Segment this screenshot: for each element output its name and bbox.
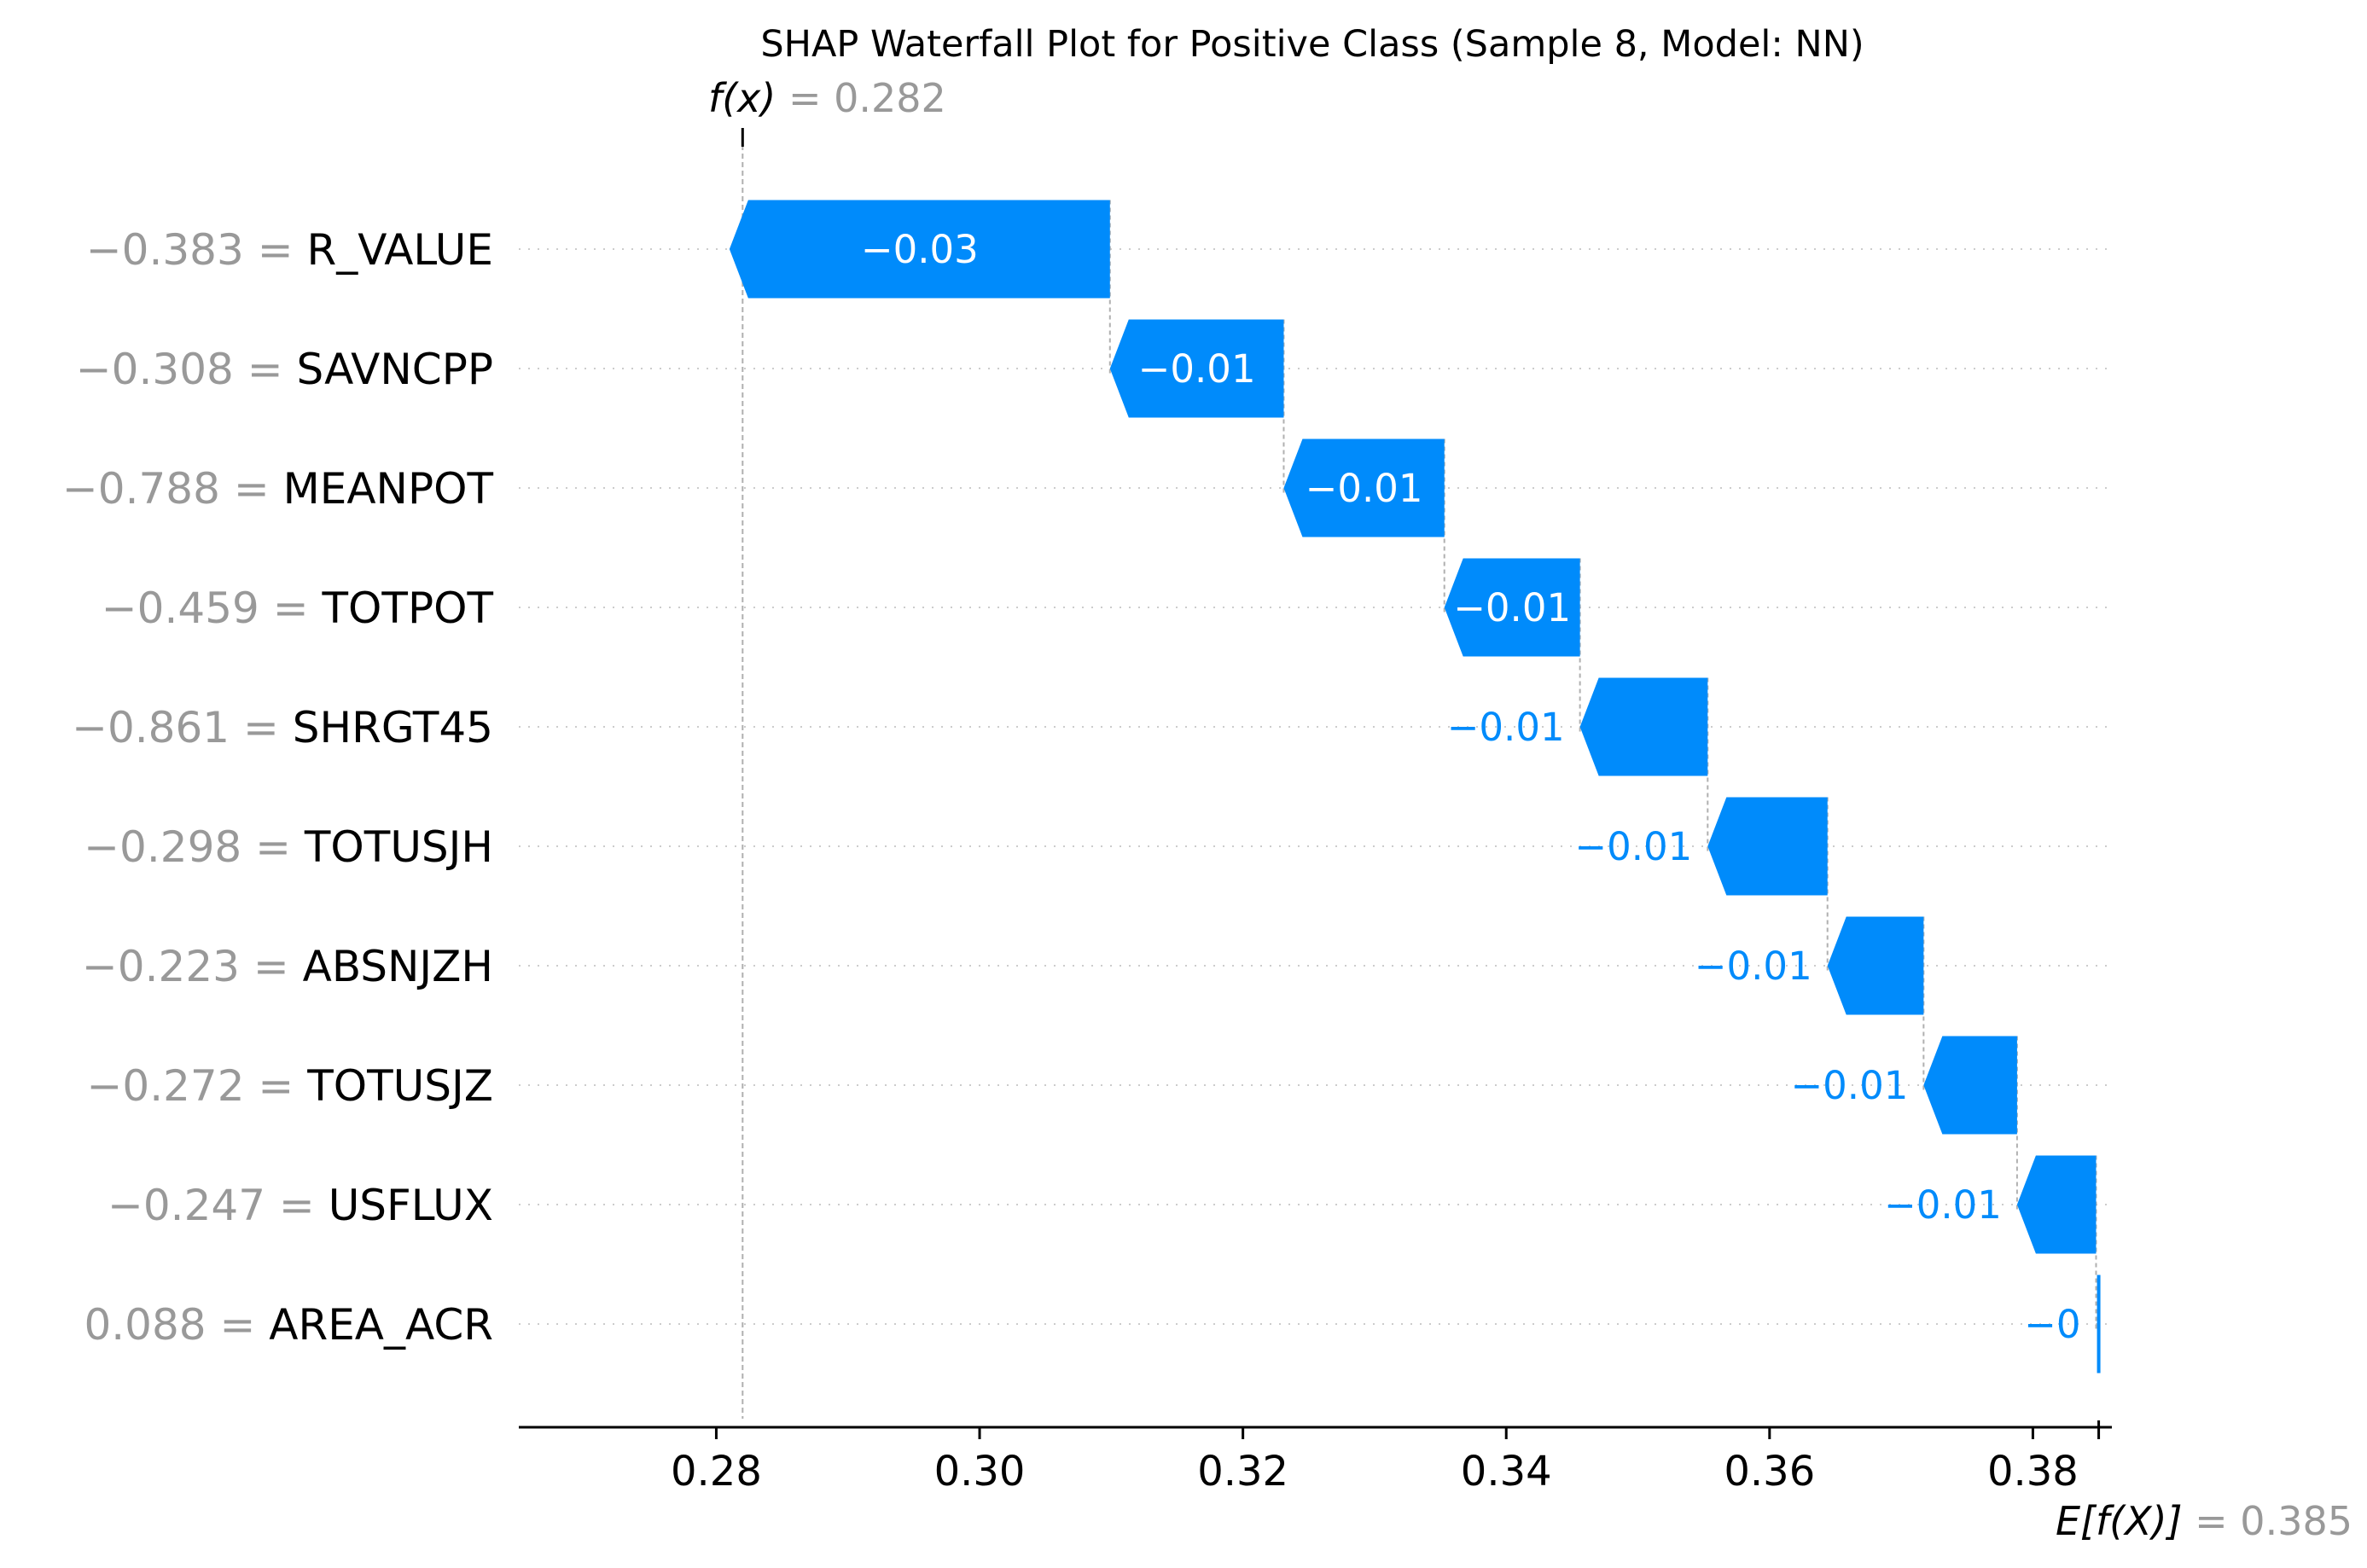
feature-name: SAVNCPP bbox=[297, 345, 494, 394]
feature-value: −0.223 = bbox=[82, 942, 303, 991]
feature-name: R_VALUE bbox=[306, 225, 493, 275]
waterfall-bar bbox=[2016, 1155, 2097, 1254]
waterfall-bars bbox=[729, 200, 2101, 1373]
waterfall-bar bbox=[729, 200, 1110, 299]
feature-name: SHRGT45 bbox=[293, 703, 493, 752]
feature-name: ABSNJZH bbox=[303, 942, 493, 991]
shap-value-label: −0 bbox=[2024, 1302, 2080, 1347]
feature-value: −0.298 = bbox=[84, 822, 305, 872]
base-value-symbol: E[f(X)] bbox=[2056, 1498, 2195, 1544]
shap-value-label: −0.01 bbox=[1138, 346, 1256, 392]
x-tick-label: 0.28 bbox=[671, 1448, 762, 1495]
feature-value: −0.788 = bbox=[62, 464, 283, 514]
value-annotations: f(x) = 0.282 E[f(X)] = 0.385 bbox=[708, 75, 2352, 1544]
base-value-annotation: E[f(X)] = 0.385 bbox=[2056, 1498, 2352, 1544]
x-tick-label: 0.38 bbox=[1987, 1448, 2079, 1495]
feature-label: −0.298 = TOTUSJH bbox=[84, 822, 493, 872]
x-tick-label: 0.30 bbox=[934, 1448, 1026, 1495]
feature-label: −0.272 = TOTUSJZ bbox=[87, 1061, 494, 1111]
shap-value-label: −0.01 bbox=[1453, 585, 1571, 630]
waterfall-bar bbox=[1109, 319, 1284, 418]
feature-label: −0.788 = MEANPOT bbox=[62, 464, 494, 514]
base-value: = 0.385 bbox=[2195, 1498, 2352, 1544]
feature-value: −0.308 = bbox=[76, 345, 297, 394]
feature-name: MEANPOT bbox=[283, 464, 494, 514]
feature-label: −0.308 = SAVNCPP bbox=[76, 345, 493, 394]
feature-label: 0.088 = AREA_ACR bbox=[84, 1300, 493, 1350]
waterfall-bar bbox=[1923, 1036, 2017, 1135]
feature-label: −0.383 = R_VALUE bbox=[86, 225, 493, 275]
shap-value-label: −0.01 bbox=[1306, 466, 1423, 511]
feature-name: TOTUSJZ bbox=[306, 1061, 493, 1111]
feature-name: USFLUX bbox=[329, 1181, 493, 1230]
feature-value: −0.861 = bbox=[72, 703, 293, 752]
fx-symbol: f(x) bbox=[708, 75, 788, 121]
waterfall-bar bbox=[1444, 558, 1580, 657]
feature-value: 0.088 = bbox=[84, 1300, 269, 1350]
feature-name: AREA_ACR bbox=[269, 1300, 493, 1350]
x-tick-label: 0.32 bbox=[1197, 1448, 1288, 1495]
feature-labels: −0.03 −0.383 = R_VALUE −0.01 −0.308 = SAVNC… bbox=[62, 225, 2081, 1350]
shap-value-label: −0.01 bbox=[1790, 1063, 1908, 1108]
feature-label: −0.247 = USFLUX bbox=[108, 1181, 493, 1230]
shap-value-label: −0.01 bbox=[1447, 705, 1565, 750]
waterfall-bar bbox=[1707, 797, 1828, 896]
x-tick-label: 0.34 bbox=[1461, 1448, 1552, 1495]
fx-value: = 0.282 bbox=[788, 75, 946, 121]
x-tick-label: 0.36 bbox=[1724, 1448, 1815, 1495]
feature-value: −0.383 = bbox=[86, 225, 307, 275]
feature-value: −0.459 = bbox=[102, 584, 323, 633]
chart-title: SHAP Waterfall Plot for Positive Class (… bbox=[760, 23, 1864, 66]
shap-value-label: −0.03 bbox=[861, 227, 979, 272]
shap-value-label: −0.01 bbox=[1884, 1182, 2002, 1228]
feature-name: TOTPOT bbox=[322, 584, 494, 633]
feature-label: −0.459 = TOTPOT bbox=[102, 584, 494, 633]
fx-annotation: f(x) = 0.282 bbox=[708, 75, 946, 121]
feature-name: TOTUSJH bbox=[304, 822, 493, 872]
shap-value-label: −0.01 bbox=[1574, 824, 1692, 869]
waterfall-bar bbox=[1579, 677, 1708, 776]
feature-value: −0.247 = bbox=[108, 1181, 329, 1230]
row-gridlines bbox=[519, 248, 2112, 1325]
shap-value-label: −0.01 bbox=[1695, 944, 1812, 989]
feature-value: −0.272 = bbox=[87, 1061, 308, 1111]
waterfall-bar bbox=[1827, 916, 1924, 1015]
feature-label: −0.223 = ABSNJZH bbox=[82, 942, 493, 991]
waterfall-bar bbox=[1283, 438, 1445, 537]
feature-label: −0.861 = SHRGT45 bbox=[72, 703, 493, 752]
x-axis: 0.28 0.30 0.32 0.34 0.36 0.38 bbox=[519, 1420, 2112, 1495]
